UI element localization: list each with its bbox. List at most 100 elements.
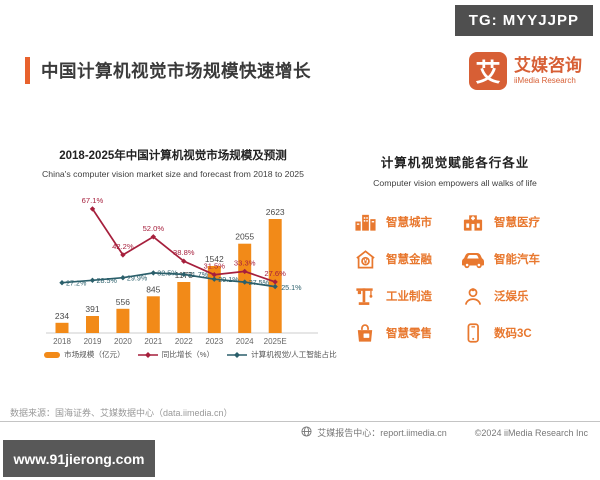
bar-value-label: 845 xyxy=(146,284,160,294)
bar-value-label: 2055 xyxy=(235,232,254,242)
legend-item: 同比增长（%） xyxy=(137,349,215,360)
legend-bar-swatch xyxy=(44,351,60,358)
smart-medical-icon xyxy=(460,210,486,234)
bar-2019 xyxy=(86,316,99,333)
ratio-label: 29.1% xyxy=(218,275,239,284)
bar-value-label: 1542 xyxy=(205,254,224,264)
legend-line-swatch xyxy=(137,351,158,358)
pan-entertainment-icon xyxy=(460,284,486,308)
industry-item: 泛娱乐 xyxy=(460,284,572,308)
iimedia-logo: 艾 艾媒咨询 iiMedia Research xyxy=(469,52,582,90)
line-series-1 xyxy=(61,272,276,288)
watermark-badge: www.91jierong.com xyxy=(3,440,155,477)
line-marker xyxy=(181,271,187,278)
line-marker xyxy=(211,272,217,278)
report-center-link: 艾媒报告中心：report.iimedia.cn xyxy=(317,428,447,438)
growth-label: 27.6% xyxy=(264,269,286,278)
legend-label: 计算机视觉/人工智能占比 xyxy=(251,350,337,359)
market-chart: 234391556845117315422055262367.1%42.2%52… xyxy=(34,193,330,353)
industry-label: 泛娱乐 xyxy=(494,291,529,303)
line-marker xyxy=(242,279,248,285)
smart-city-icon xyxy=(352,210,378,234)
industry-item: 数码3C xyxy=(460,321,572,345)
line-marker xyxy=(89,277,96,283)
line-marker xyxy=(120,275,126,281)
industry-label: 智能汽车 xyxy=(494,254,540,266)
bar-2022 xyxy=(177,282,191,333)
logo-subtitle: iiMedia Research xyxy=(514,75,576,85)
x-tick-label: 2020 xyxy=(114,337,132,346)
digital-3c-icon xyxy=(460,321,486,345)
bar-value-label: 2623 xyxy=(266,207,285,217)
line-marker xyxy=(59,280,65,286)
growth-label: 33.3% xyxy=(234,258,256,267)
bar-2020 xyxy=(116,308,130,333)
footer-right: 艾媒报告中心：report.iimedia.cn ©2024 iiMedia R… xyxy=(301,426,588,439)
x-tick-label: 2018 xyxy=(53,337,71,346)
line-marker xyxy=(181,258,187,264)
growth-label: 31.5% xyxy=(203,262,225,271)
bar-2024 xyxy=(238,243,252,333)
line-marker xyxy=(150,270,156,276)
legend-label: 市场规模（亿元） xyxy=(64,350,125,359)
ratio-label: 27.5% xyxy=(249,278,270,287)
bar-2025E xyxy=(268,219,282,333)
tg-badge: TG: MYYJJPP xyxy=(454,5,593,36)
industry-label: 工业制造 xyxy=(386,291,432,303)
chart-subtitle: China's computer vision market size and … xyxy=(42,169,304,179)
header: 中国计算机视觉市场规模快速增长 xyxy=(25,57,311,84)
logo-name: 艾媒咨询 xyxy=(514,56,582,76)
industry-label: 智慧城市 xyxy=(386,217,432,229)
ratio-label: 31.7% xyxy=(188,270,209,279)
ratio-label: 28.5% xyxy=(97,276,118,285)
title-accent-bar xyxy=(25,57,30,84)
iimedia-logo-icon: 艾 xyxy=(469,52,507,90)
chart-title: 2018-2025年中国计算机视觉市场规模及预测 xyxy=(59,150,287,162)
industrial-manufacturing-icon xyxy=(352,284,378,308)
page-title: 中国计算机视觉市场规模快速增长 xyxy=(41,61,311,81)
footer-divider xyxy=(0,421,600,422)
growth-label: 52.0% xyxy=(143,224,165,233)
industry-item: ¥ 智慧金融 xyxy=(352,247,460,271)
industry-label: 智慧医疗 xyxy=(494,217,540,229)
industry-item: 智慧医疗 xyxy=(460,210,572,234)
x-tick-label: 2022 xyxy=(175,337,193,346)
smart-retail-icon xyxy=(352,321,378,345)
x-tick-label: 2025E xyxy=(264,337,287,346)
bar-value-label: 234 xyxy=(55,311,69,321)
industries-header: 计算机视觉赋能各行各业 Computer vision empowers all… xyxy=(338,152,572,188)
industry-item: 智能汽车 xyxy=(460,247,572,271)
legend-line-swatch xyxy=(227,351,248,358)
growth-label: 42.2% xyxy=(112,242,134,251)
industries-grid: 智慧城市 智慧医疗 ¥ 智慧金融 智能汽车工业制造 泛娱乐智慧零售 数码3C xyxy=(352,210,572,345)
legend-item: 计算机视觉/人工智能占比 xyxy=(227,349,337,360)
bar-2021 xyxy=(146,296,160,333)
bar-2023 xyxy=(207,266,221,333)
x-tick-label: 2019 xyxy=(84,337,102,346)
data-source-note: 数据来源：国海证券、艾媒数据中心（data.iimedia.cn） xyxy=(10,408,233,418)
line-marker xyxy=(242,268,248,275)
line-marker xyxy=(89,206,96,212)
svg-text:¥: ¥ xyxy=(363,258,367,265)
ratio-label: 25.1% xyxy=(281,283,302,292)
chart-legend: 市场规模（亿元） 同比增长（%） 计算机视觉/人工智能占比 xyxy=(44,349,337,360)
x-tick-label: 2023 xyxy=(205,337,223,346)
x-tick-label: 2021 xyxy=(144,337,162,346)
industry-item: 智慧零售 xyxy=(352,321,460,345)
chart-header: 2018-2025年中国计算机视觉市场规模及预测 China's compute… xyxy=(28,147,318,179)
bar-2018 xyxy=(55,322,69,333)
line-marker xyxy=(272,283,278,290)
legend-label: 同比增长（%） xyxy=(161,350,215,359)
smart-car-icon xyxy=(460,247,486,271)
industry-label: 数码3C xyxy=(494,328,532,340)
legend-item: 市场规模（亿元） xyxy=(44,349,125,360)
industry-item: 工业制造 xyxy=(352,284,460,308)
bar-value-label: 556 xyxy=(116,297,130,307)
line-marker xyxy=(272,279,278,285)
ratio-label: 27.2% xyxy=(66,279,87,288)
growth-label: 38.8% xyxy=(173,248,195,257)
x-tick-label: 2024 xyxy=(236,337,254,346)
industry-label: 智慧零售 xyxy=(386,328,432,340)
industries-subtitle: Computer vision empowers all walks of li… xyxy=(373,178,537,188)
